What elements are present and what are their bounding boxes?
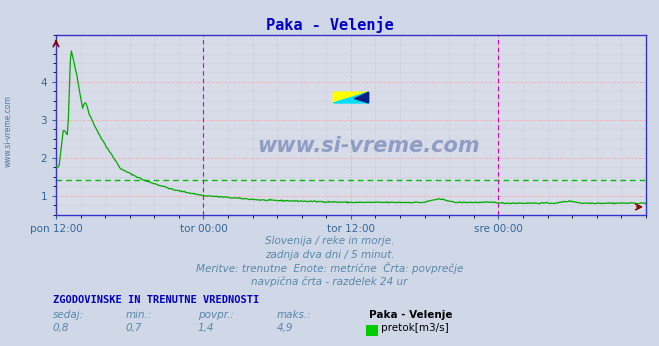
Text: 1,4: 1,4 [198,324,214,334]
Text: povpr.:: povpr.: [198,310,233,320]
Text: ZGODOVINSKE IN TRENUTNE VREDNOSTI: ZGODOVINSKE IN TRENUTNE VREDNOSTI [53,295,259,305]
Text: Paka - Velenje: Paka - Velenje [369,310,453,320]
Text: min.:: min.: [125,310,152,320]
Polygon shape [333,92,368,103]
Text: 0,8: 0,8 [53,324,69,334]
Text: navpična črta - razdelek 24 ur: navpična črta - razdelek 24 ur [251,277,408,288]
Text: Slovenija / reke in morje.: Slovenija / reke in morje. [265,236,394,246]
Text: maks.:: maks.: [277,310,312,320]
Text: Meritve: trenutne  Enote: metrične  Črta: povprečje: Meritve: trenutne Enote: metrične Črta: … [196,262,463,274]
Polygon shape [333,92,368,103]
Text: www.si-vreme.com: www.si-vreme.com [257,136,480,156]
Text: pretok[m3/s]: pretok[m3/s] [381,324,449,334]
Text: sedaj:: sedaj: [53,310,84,320]
Text: www.si-vreme.com: www.si-vreme.com [3,95,13,167]
Text: Paka - Velenje: Paka - Velenje [266,16,393,33]
Text: zadnja dva dni / 5 minut.: zadnja dva dni / 5 minut. [265,250,394,260]
Text: 4,9: 4,9 [277,324,293,334]
Text: 0,7: 0,7 [125,324,142,334]
Polygon shape [355,92,368,103]
